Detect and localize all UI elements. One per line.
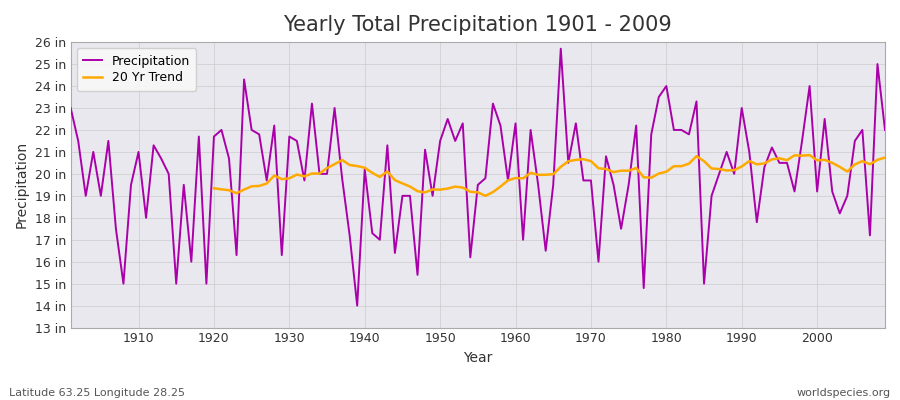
Precipitation xyxy=(510,121,521,126)
Precipitation xyxy=(879,128,890,132)
20 Yr Trend xyxy=(774,156,785,161)
Line: Precipitation: Precipitation xyxy=(71,49,885,306)
20 Yr Trend xyxy=(879,155,890,160)
Line: 20 Yr Trend: 20 Yr Trend xyxy=(214,155,885,196)
Precipitation xyxy=(66,106,77,110)
Precipitation xyxy=(337,176,347,181)
20 Yr Trend xyxy=(805,153,815,158)
Precipitation xyxy=(292,138,302,143)
Y-axis label: Precipitation: Precipitation xyxy=(15,141,29,228)
20 Yr Trend xyxy=(412,189,423,194)
Text: worldspecies.org: worldspecies.org xyxy=(796,388,891,398)
Precipitation xyxy=(555,46,566,51)
Text: Latitude 63.25 Longitude 28.25: Latitude 63.25 Longitude 28.25 xyxy=(9,388,185,398)
20 Yr Trend xyxy=(789,153,800,158)
20 Yr Trend xyxy=(480,194,491,198)
20 Yr Trend xyxy=(684,161,695,166)
Title: Yearly Total Precipitation 1901 - 2009: Yearly Total Precipitation 1901 - 2009 xyxy=(284,15,672,35)
Precipitation xyxy=(518,237,528,242)
Precipitation xyxy=(352,303,363,308)
Legend: Precipitation, 20 Yr Trend: Precipitation, 20 Yr Trend xyxy=(76,48,196,91)
Precipitation xyxy=(616,226,626,231)
20 Yr Trend xyxy=(209,186,220,191)
20 Yr Trend xyxy=(865,162,876,167)
X-axis label: Year: Year xyxy=(464,351,492,365)
Precipitation xyxy=(126,182,137,187)
20 Yr Trend xyxy=(299,174,310,179)
